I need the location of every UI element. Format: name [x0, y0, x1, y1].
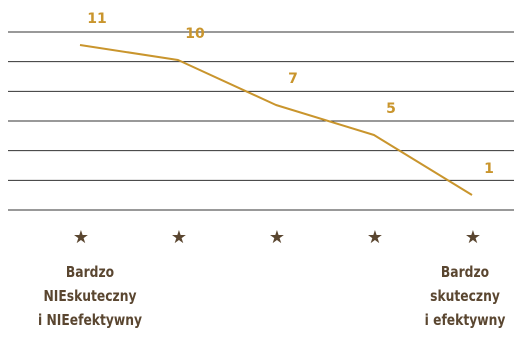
star-icon: ★: [269, 227, 285, 248]
x-axis-label-right-line3: i efektywny: [424, 311, 506, 329]
x-axis-label-left-line3-word: efektywny: [69, 311, 143, 329]
star-icon: ★: [367, 227, 383, 248]
negation-emphasis: NIE: [43, 287, 67, 305]
x-axis-label-left-line3-prefix: i: [37, 311, 47, 329]
x-axis-label-left-line1: Bardzo: [65, 263, 115, 281]
series-line: [79, 44, 473, 196]
x-axis-stars: ★ ★ ★ ★ ★: [73, 227, 481, 248]
data-label: 1: [484, 161, 494, 177]
star-icon: ★: [73, 227, 89, 248]
gridlines: [8, 31, 514, 211]
x-axis-label-right: Bardzo skuteczny i efektywny: [408, 260, 522, 332]
x-axis-label-left-line3: i NIEefektywny: [33, 308, 148, 332]
x-axis-label-right-line1: Bardzo: [440, 263, 490, 281]
x-axis-label-left-line2: NIEskuteczny: [33, 284, 148, 308]
data-labels: 11 10 7 5 1: [87, 11, 494, 177]
negation-emphasis: NIE: [46, 311, 70, 329]
x-axis-label-left: Bardzo NIEskuteczny i NIEefektywny: [33, 260, 148, 332]
series-group: [79, 44, 473, 196]
data-label: 7: [288, 71, 298, 87]
star-icon: ★: [171, 227, 187, 248]
data-label: 10: [185, 26, 205, 42]
data-label: 11: [87, 11, 106, 27]
x-axis-label-left-line2-word: skuteczny: [66, 287, 137, 305]
star-icon: ★: [465, 227, 481, 248]
data-label: 5: [386, 101, 396, 117]
x-axis-label-right-line2: skuteczny: [430, 287, 500, 305]
